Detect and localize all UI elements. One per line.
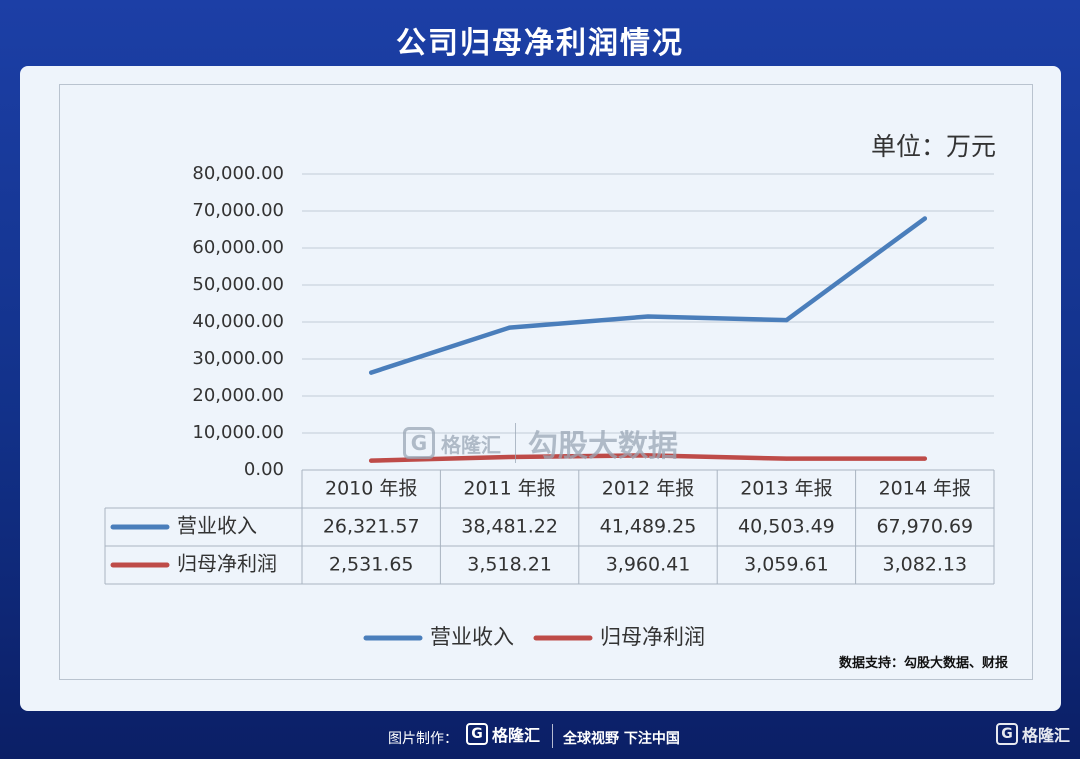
watermark-divider	[515, 423, 516, 463]
table-cell-value: 41,489.25	[600, 516, 697, 538]
footer-divider	[552, 724, 553, 748]
data-point	[784, 456, 789, 461]
legend-label: 归母净利润	[600, 625, 705, 649]
data-point	[646, 314, 650, 319]
y-tick-label: 80,000.00	[192, 163, 284, 184]
y-tick-label: 50,000.00	[192, 274, 284, 295]
unit-label: 单位：万元	[870, 132, 996, 161]
data-point	[922, 456, 927, 461]
x-category-label: 2010 年报	[325, 478, 417, 500]
table-cell-value: 3,960.41	[606, 554, 691, 576]
watermark-product: 勾股大数据	[528, 429, 678, 464]
x-category-label: 2014 年报	[879, 478, 971, 500]
data-point	[507, 454, 512, 459]
y-tick-label: 10,000.00	[192, 422, 284, 443]
chart-frame: 单位：万元 0.00 10,000.00 20,000.00 30,000.00 40,…	[59, 84, 1033, 680]
footer-brand: G 格隆汇	[466, 722, 540, 746]
watermark: G 格隆汇 勾股大数据	[403, 421, 678, 465]
y-tick-label: 70,000.00	[192, 200, 284, 221]
table-series-name: 营业收入	[177, 514, 257, 538]
x-category-label: 2012 年报	[602, 478, 694, 500]
data-point	[369, 458, 374, 463]
line-chart: 0.00 10,000.00 20,000.00 30,000.00 40,000.00…	[104, 163, 995, 649]
footer-brand-right: G 格隆汇	[995, 722, 1070, 746]
data-point	[646, 453, 650, 458]
legend-label: 营业收入	[430, 625, 514, 649]
gelonghui-logo-icon: G	[466, 723, 488, 745]
footer: 图片制作： G 格隆汇 全球视野 下注中国 G 格隆汇	[0, 722, 1080, 752]
data-point	[922, 216, 927, 221]
y-tick-label: 0.00	[244, 459, 284, 480]
y-tick-label: 30,000.00	[192, 348, 284, 369]
footer-brand-name: 格隆汇	[492, 726, 541, 745]
table-cell-value: 67,970.69	[876, 516, 973, 538]
footer-credit-label: 图片制作：	[388, 731, 458, 747]
y-tick-label: 60,000.00	[192, 237, 284, 258]
data-source-text: 数据支持：勾股大数据、财报	[838, 656, 1008, 671]
table-cell-value: 3,518.21	[467, 554, 552, 576]
series-line	[368, 216, 928, 375]
page-title: 公司归母净利润情况	[396, 26, 684, 61]
table-cell-value: 40,503.49	[738, 516, 835, 538]
table-cell-value: 38,481.22	[461, 516, 558, 538]
gelonghui-logo-icon: G	[995, 723, 1018, 745]
y-tick-label: 40,000.00	[192, 311, 284, 332]
y-tick-label: 20,000.00	[192, 385, 284, 406]
data-point	[507, 325, 512, 330]
table-series-name: 归母净利润	[177, 552, 277, 576]
data-point	[784, 318, 789, 323]
footer-brand-right-name: 格隆汇	[1021, 726, 1070, 745]
table-cell-value: 3,059.61	[744, 554, 829, 576]
footer-slogan: 全球视野 下注中国	[563, 731, 680, 747]
table-cell-value: 26,321.57	[323, 516, 420, 538]
x-category-label: 2013 年报	[740, 478, 832, 500]
table-cell-value: 3,082.13	[882, 554, 967, 576]
gelonghui-logo-icon: G	[403, 427, 435, 459]
x-category-label: 2011 年报	[463, 478, 555, 500]
data-point	[369, 370, 374, 375]
table-cell-value: 2,531.65	[329, 554, 414, 576]
chart-card: 单位：万元 0.00 10,000.00 20,000.00 30,000.00 40,…	[20, 66, 1061, 711]
watermark-name: 格隆汇	[441, 432, 501, 457]
